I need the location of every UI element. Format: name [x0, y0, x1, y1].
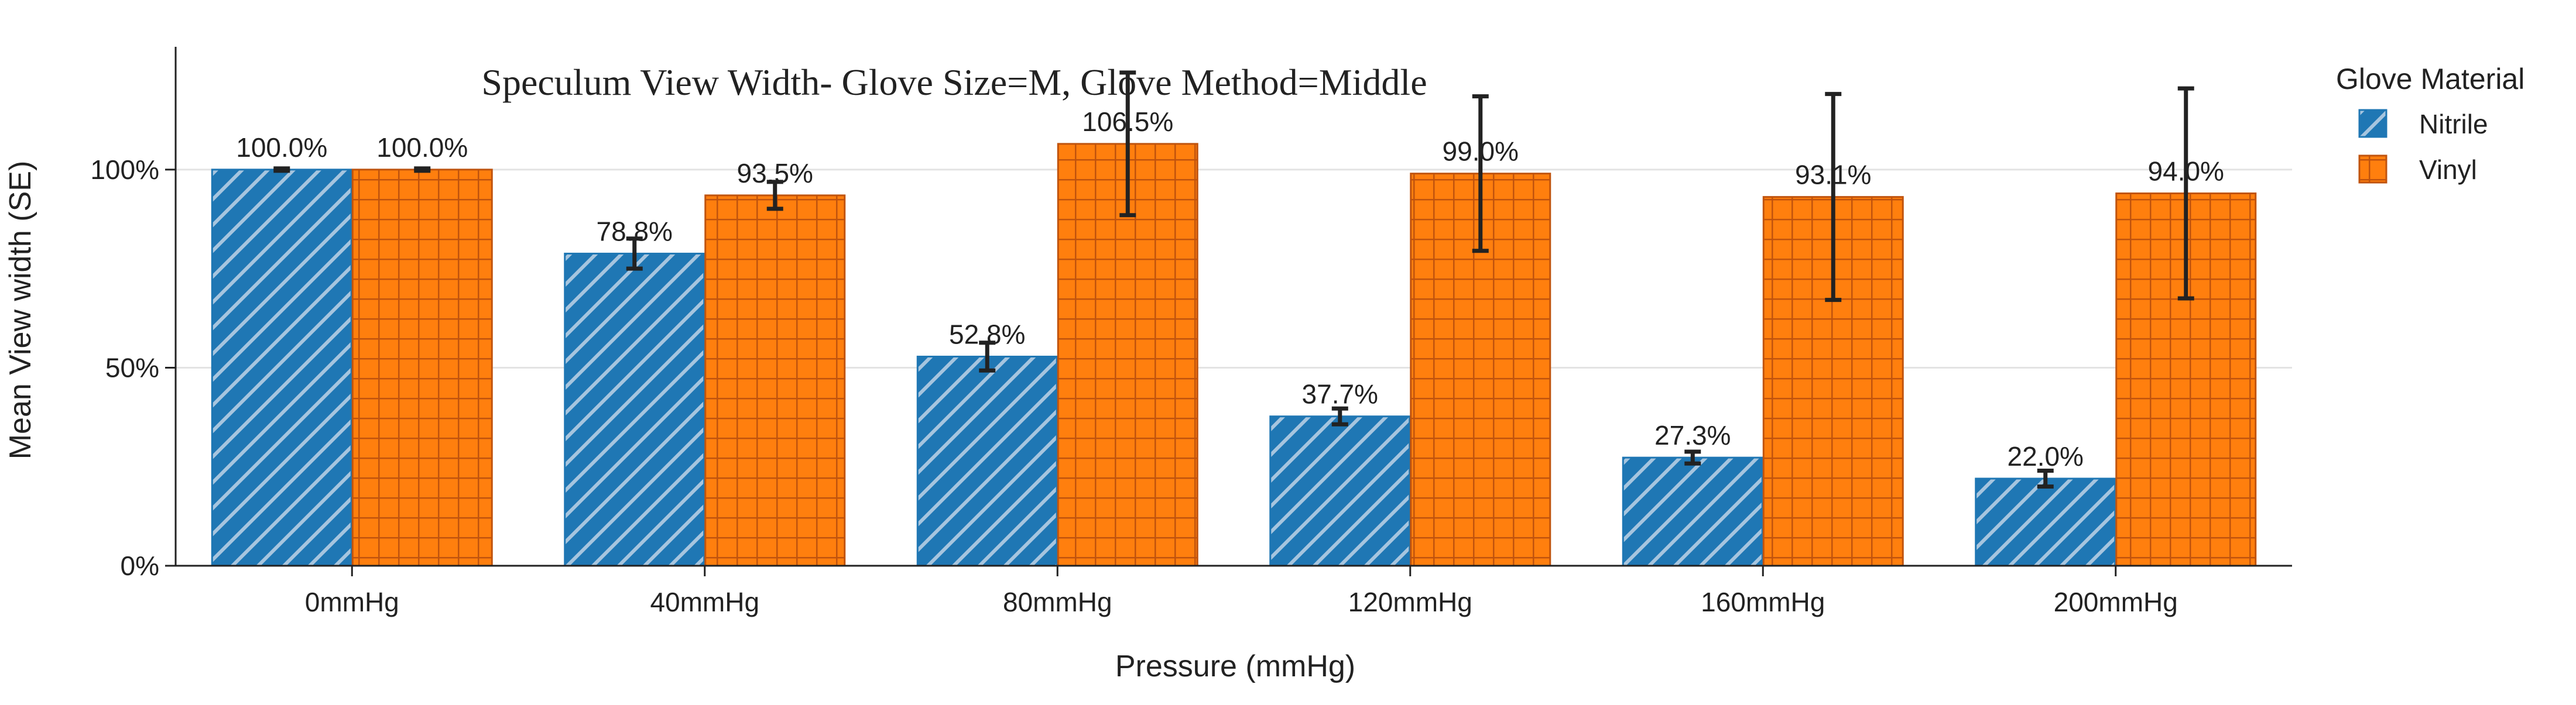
data-label: 78.8% — [597, 216, 673, 246]
x-tick-label: 160mmHg — [1701, 587, 1825, 617]
bar-vinyl[interactable] — [704, 194, 846, 567]
axes: 0% 50% 100% 0mmHg 40mmHg 80mmHg 120mmHg 160mmHg… — [90, 47, 2292, 617]
x-tick-label: 200mmHg — [2054, 587, 2178, 617]
y-tick-label: 100% — [90, 154, 159, 185]
y-tick-label: 50% — [105, 352, 159, 383]
legend-label-vinyl[interactable]: Vinyl — [2419, 154, 2477, 185]
data-label: 52.8% — [949, 319, 1025, 349]
bar-nitrile[interactable] — [916, 355, 1058, 567]
y-tick-label: 0% — [121, 551, 159, 581]
legend-label-nitrile[interactable]: Nitrile — [2419, 109, 2488, 139]
x-axis-title: Pressure (mmHg) — [1115, 649, 1355, 683]
y-axis-title: Mean View width (SE) — [4, 161, 37, 460]
data-label: 37.7% — [1302, 379, 1378, 410]
x-tick-label: 40mmHg — [650, 587, 759, 617]
data-label: 99.0% — [1443, 136, 1519, 167]
bar-nitrile[interactable] — [211, 168, 352, 567]
x-tick-label: 120mmHg — [1348, 587, 1472, 617]
gridlines — [176, 168, 2292, 369]
legend-title: Glove Material — [2336, 63, 2524, 95]
data-label: 106.5% — [1082, 106, 1173, 137]
data-label: 93.1% — [1795, 160, 1871, 190]
bar-vinyl[interactable] — [351, 168, 493, 567]
data-label: 27.3% — [1654, 420, 1731, 450]
legend-swatch-nitrile[interactable] — [2358, 109, 2387, 138]
data-label: 100.0% — [376, 132, 468, 163]
chart-title: Speculum View Width- Glove Size=M, Glove… — [481, 61, 1427, 103]
bar-nitrile[interactable] — [1269, 415, 1411, 567]
data-label: 94.0% — [2148, 156, 2224, 187]
x-tick-label: 80mmHg — [1003, 587, 1112, 617]
x-tick-label: 0mmHg — [305, 587, 399, 617]
bar-nitrile[interactable] — [1622, 456, 1763, 567]
data-label: 22.0% — [2008, 441, 2084, 472]
bar-nitrile[interactable] — [564, 252, 705, 567]
bars — [211, 143, 2257, 567]
data-label: 100.0% — [236, 132, 327, 163]
legend-swatch-vinyl[interactable] — [2358, 154, 2387, 184]
data-label: 93.5% — [737, 158, 813, 188]
bar-nitrile[interactable] — [1975, 477, 2116, 567]
legend: Glove Material Nitrile Vinyl — [2336, 63, 2524, 185]
data-labels: 100.0% 100.0% 78.8% 93.5% 52.8% 106.5% 37.7% 99… — [236, 106, 2224, 472]
error-bars — [273, 70, 2194, 489]
